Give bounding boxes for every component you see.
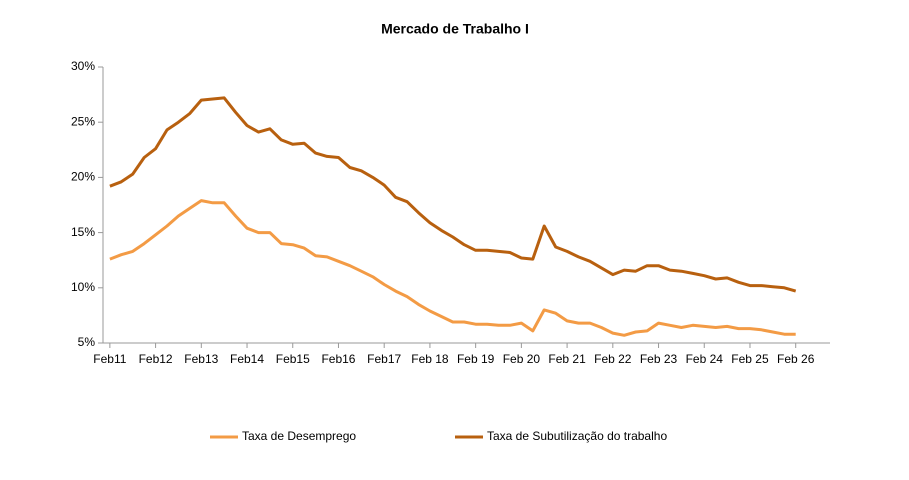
legend-label: Taxa de Desemprego (242, 429, 356, 443)
x-tick-label: Feb 21 (548, 352, 586, 366)
y-tick-label: 25% (71, 114, 95, 128)
y-tick-label: 20% (71, 170, 95, 184)
chart-title: Mercado de Trabalho I (381, 21, 529, 37)
x-tick-label: Feb 22 (594, 352, 632, 366)
x-tick-label: Feb 26 (777, 352, 815, 366)
x-tick-label: Feb13 (184, 352, 218, 366)
y-tick-label: 5% (78, 335, 96, 349)
x-tick-label: Feb14 (230, 352, 264, 366)
y-tick-label: 10% (71, 280, 95, 294)
x-tick-label: Feb12 (139, 352, 173, 366)
y-tick-label: 15% (71, 225, 95, 239)
legend-label: Taxa de Subutilização do trabalho (487, 429, 667, 443)
series-line (109, 199, 796, 337)
x-tick-label: Feb15 (276, 352, 310, 366)
x-tick-label: Feb 18 (411, 352, 449, 366)
x-tick-label: Feb 23 (640, 352, 678, 366)
x-tick-label: Feb 19 (457, 352, 495, 366)
x-tick-label: Feb 25 (731, 352, 769, 366)
series-line (109, 96, 797, 293)
x-tick-label: Feb17 (367, 352, 401, 366)
x-tick-label: Feb 24 (686, 352, 724, 366)
y-tick-label: 30% (71, 59, 95, 73)
x-tick-label: Feb 20 (503, 352, 541, 366)
x-tick-label: Feb16 (321, 352, 355, 366)
x-tick-label: Feb11 (93, 352, 126, 366)
